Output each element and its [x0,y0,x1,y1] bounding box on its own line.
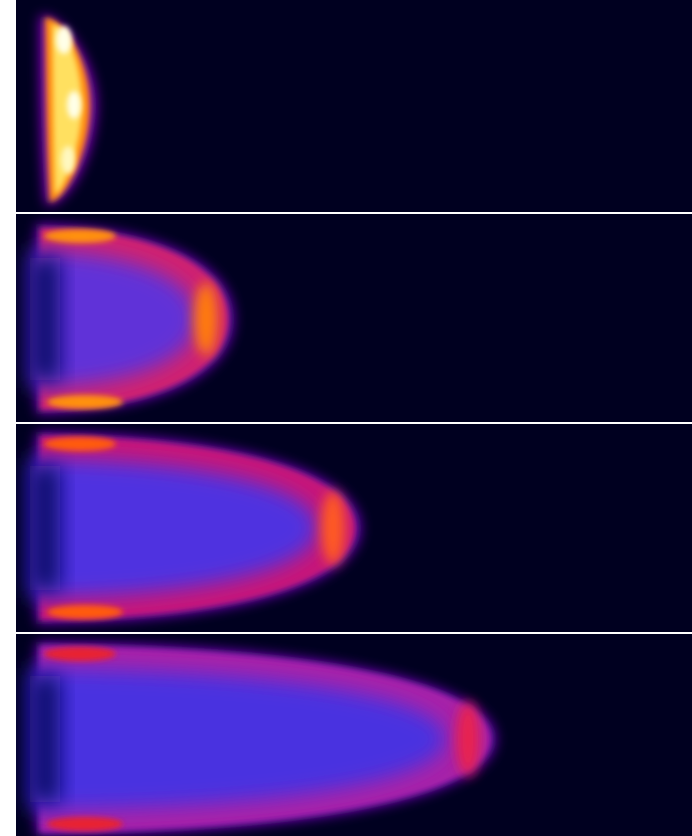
hot-spot [61,146,75,174]
page: (() => { const svg = document.getElement… [0,0,692,836]
corner-hot-spot [44,229,116,243]
corner-hot-spot [44,647,116,661]
left-shadow [30,466,60,590]
panel [16,0,692,212]
tip-hot-spot [194,283,218,356]
heatmap-image [0,0,692,836]
corner-hot-spot [47,605,123,619]
corner-hot-spot [47,817,123,831]
left-shadow [30,258,60,380]
corner-hot-spot [44,437,116,451]
tip-hot-spot [456,702,480,776]
corner-hot-spot [47,395,123,409]
left-shadow [30,676,60,802]
panel [16,214,692,422]
panel [16,634,692,836]
hot-spot [67,91,81,119]
panel [16,424,692,632]
panel-background [16,0,692,212]
hot-spot [56,26,72,54]
tip-hot-spot [321,491,345,565]
